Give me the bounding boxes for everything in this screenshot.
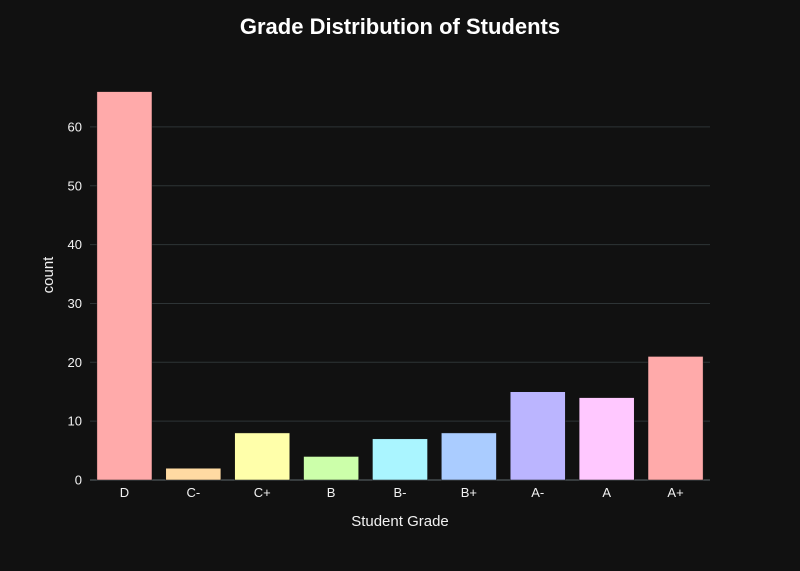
x-tick-label: B xyxy=(327,485,336,500)
bar-B+ xyxy=(441,432,497,481)
x-tick-labels: D C- C+ B B- B+ A- A A+ xyxy=(120,485,684,500)
x-tick-label: A- xyxy=(531,485,544,500)
y-tick-label: 40 xyxy=(68,237,82,252)
y-tick-label: 50 xyxy=(68,178,82,193)
x-tick-label: C+ xyxy=(254,485,271,500)
bar-B- xyxy=(372,438,428,481)
bar-C+ xyxy=(234,432,291,481)
bar-C- xyxy=(165,467,222,481)
bar-A- xyxy=(509,391,566,481)
x-tick-label: B- xyxy=(394,485,407,500)
y-axis-label: count xyxy=(40,256,57,294)
y-tick-labels: 0 10 20 30 40 50 60 xyxy=(68,119,82,487)
chart-title: Grade Distribution of Students xyxy=(240,14,560,39)
y-tick-label: 30 xyxy=(68,296,82,311)
bar-D xyxy=(96,91,153,481)
x-tick-label: C- xyxy=(186,485,200,500)
bar-B xyxy=(303,456,359,481)
x-tick-label: A+ xyxy=(667,485,683,500)
y-tick-label: 0 xyxy=(75,473,82,488)
bar-A xyxy=(578,397,635,481)
bar-A+ xyxy=(647,356,704,481)
x-tick-label: A xyxy=(602,485,611,500)
x-axis-label: Student Grade xyxy=(351,513,449,530)
bars xyxy=(96,91,704,481)
x-tick-label: D xyxy=(120,485,129,500)
x-tick-label: B+ xyxy=(461,485,477,500)
y-tick-label: 20 xyxy=(68,355,82,370)
y-tick-label: 60 xyxy=(68,119,82,134)
y-tick-label: 10 xyxy=(68,414,82,429)
